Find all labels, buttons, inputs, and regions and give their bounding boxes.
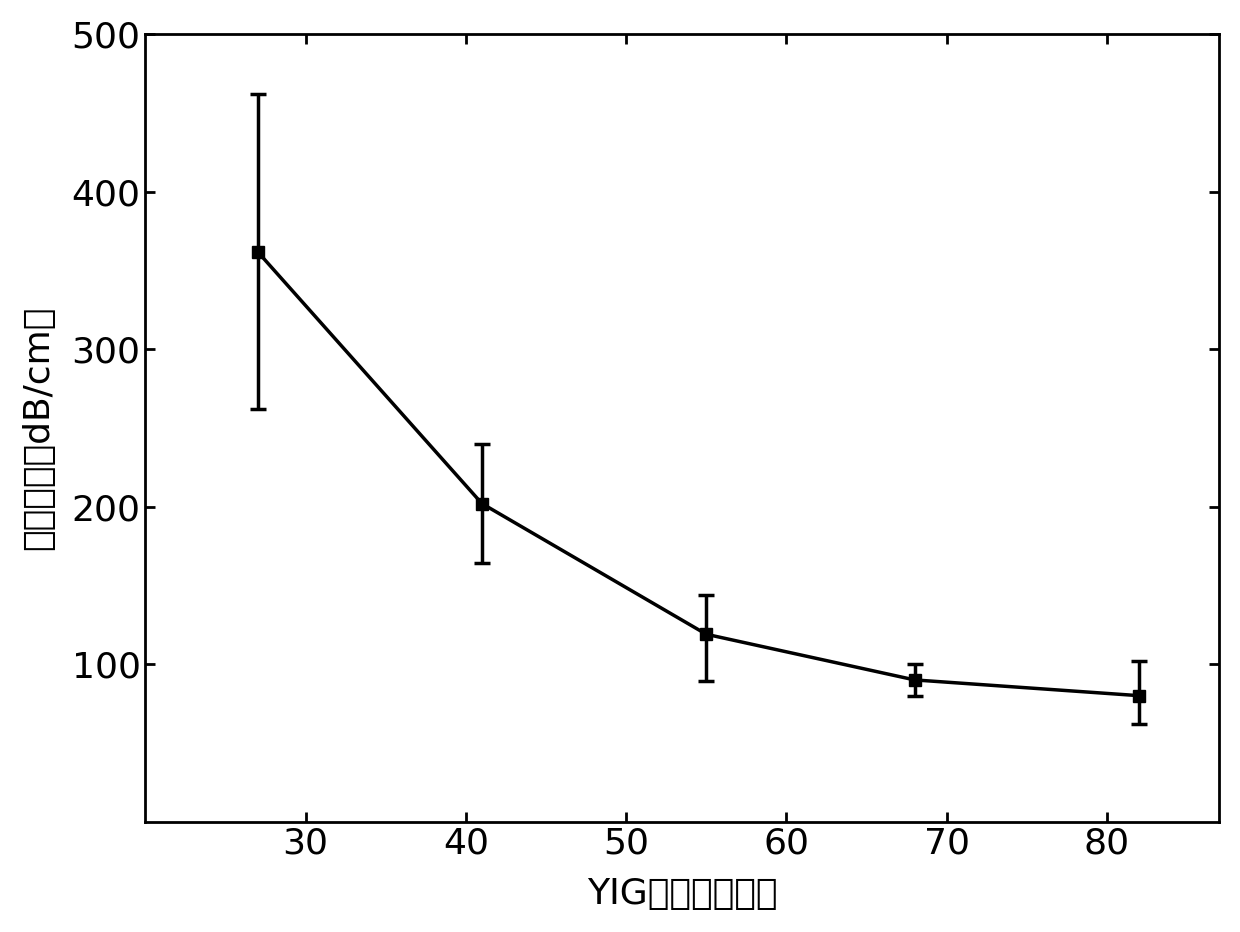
- Y-axis label: 光学损耗（dB/cm）: 光学损耗（dB/cm）: [21, 306, 55, 550]
- X-axis label: YIG厅度（纳米）: YIG厅度（纳米）: [587, 877, 777, 911]
